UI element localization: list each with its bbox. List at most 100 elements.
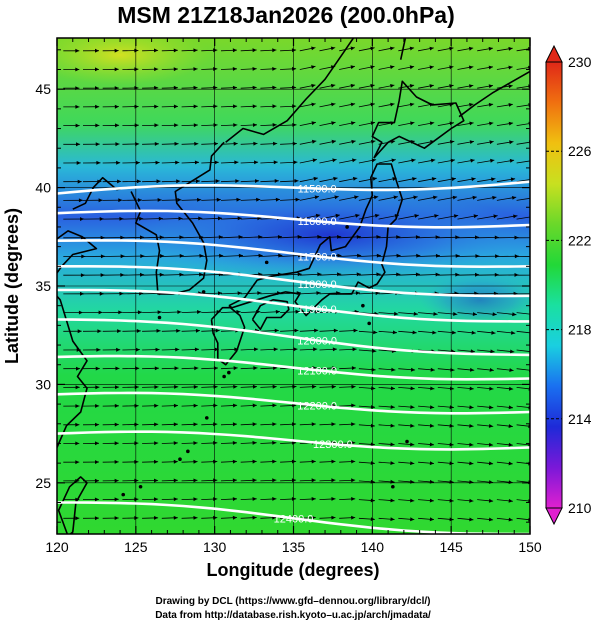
contour-line — [57, 354, 530, 381]
wind-arrow — [496, 65, 513, 70]
wind-arrow — [437, 214, 459, 220]
wind-arrow — [398, 405, 415, 409]
wind-arrow — [63, 291, 85, 296]
wind-arrow — [496, 498, 513, 503]
wind-arrow — [398, 386, 415, 391]
wind-arrow — [418, 386, 435, 391]
wind-arrow — [260, 384, 277, 389]
x-tick-label: 140 — [361, 539, 385, 555]
wind-arrow — [260, 478, 277, 483]
wind-arrow — [457, 517, 474, 522]
axis-ticks: 120 125 130 135 140 145 150 25 30 35 40 45 — [35, 38, 542, 555]
wind-arrow — [63, 478, 80, 483]
wind-arrow — [142, 272, 164, 277]
wind-arrow — [299, 195, 320, 201]
wind-arrow — [477, 235, 499, 240]
contour: 12200.0 — [57, 391, 530, 415]
y-tick-label: 40 — [35, 180, 51, 196]
wind-arrow — [161, 328, 181, 333]
wind-arrow — [82, 217, 104, 221]
wind-arrow — [299, 158, 317, 164]
wind-arrow — [63, 422, 80, 427]
wind-arrow — [516, 293, 530, 295]
wind-arrow — [240, 440, 257, 445]
wind-arrow — [477, 498, 494, 503]
wind-arrow — [161, 366, 179, 371]
contour-line — [57, 430, 530, 451]
wind-arrow — [260, 366, 278, 370]
wind-arrow — [102, 235, 125, 240]
wind-arrow — [319, 347, 338, 352]
wind-arrow — [358, 461, 375, 465]
wind-arrow — [260, 235, 283, 239]
wind-arrow — [418, 214, 439, 220]
wind-arrow — [220, 67, 238, 71]
wind-arrow — [299, 46, 316, 52]
wind-arrow — [63, 86, 80, 91]
island — [227, 370, 231, 375]
wind-arrow — [122, 516, 139, 520]
wind-arrow — [201, 216, 223, 221]
wind-arrow — [496, 517, 513, 522]
plot-area: 11500.0 11600.0 11700.0 11800.0 11900.0 12000… — [57, 38, 530, 534]
wind-arrow — [220, 291, 242, 296]
wind-arrow — [220, 253, 244, 258]
wind-arrow — [260, 197, 281, 202]
wind-arrow — [457, 84, 474, 89]
wind-arrow — [299, 347, 318, 352]
wind-arrow — [161, 160, 180, 165]
wind-arrow — [339, 497, 356, 501]
wind-arrow — [181, 160, 200, 165]
wind-arrow — [378, 423, 395, 428]
wind-arrow — [260, 141, 278, 146]
wind-arrow — [220, 197, 241, 202]
wind-arrow — [457, 121, 474, 126]
wind-arrow — [63, 67, 80, 72]
wind-arrow — [299, 459, 316, 464]
wind-arrow — [437, 65, 454, 70]
wind-arrow — [280, 104, 297, 109]
wind-arrow — [378, 235, 401, 239]
colorbar-tick-label: 222 — [568, 232, 592, 248]
wind-arrow — [102, 441, 119, 446]
colorbar-tick-label: 230 — [568, 54, 592, 70]
wind-arrow — [181, 272, 204, 277]
wind-arrow — [280, 179, 299, 183]
cold-tongue-region — [420, 275, 530, 325]
wind-arrow — [201, 160, 219, 165]
x-tick-label: 145 — [439, 539, 463, 555]
wind-arrow — [457, 405, 474, 410]
wind-arrow — [457, 312, 478, 316]
wind-arrow — [102, 160, 121, 165]
wind-arrow — [299, 497, 316, 501]
wind-arrow — [496, 140, 514, 145]
wind-arrow — [299, 328, 319, 333]
wind-arrow — [299, 384, 317, 389]
wind-arrow — [63, 235, 86, 240]
wind-arrow — [181, 48, 198, 53]
wind-arrow — [82, 497, 100, 502]
wind-arrow — [142, 235, 164, 240]
wind-arrow — [82, 516, 100, 521]
wind-arrow — [240, 347, 259, 352]
wind-arrow — [319, 176, 338, 183]
island — [391, 484, 395, 489]
wind-arrow — [181, 85, 198, 90]
wind-arrow — [457, 254, 480, 258]
wind-arrow — [378, 498, 395, 503]
wind-arrow — [496, 386, 514, 391]
wind-arrow — [240, 141, 258, 146]
wind-arrow — [477, 424, 494, 428]
wind-arrow — [319, 139, 337, 145]
wind-arrow — [477, 405, 494, 410]
wind-arrow — [181, 235, 204, 240]
wind-arrow — [378, 272, 401, 277]
wind-arrow — [378, 386, 396, 391]
wind-arrow — [220, 459, 238, 464]
wind-arrow — [102, 142, 120, 147]
contour-label: 11500.0 — [298, 184, 337, 196]
wind-arrow — [63, 497, 80, 502]
wind-arrow — [437, 158, 456, 164]
wind-arrow — [437, 84, 454, 89]
